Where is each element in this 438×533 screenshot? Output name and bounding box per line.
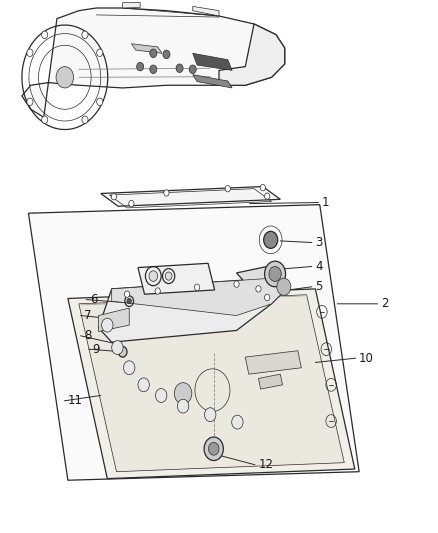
Text: 8: 8 — [84, 329, 92, 342]
Circle shape — [124, 361, 135, 375]
Polygon shape — [193, 53, 232, 70]
Circle shape — [56, 67, 74, 88]
Polygon shape — [258, 374, 283, 389]
Circle shape — [149, 271, 158, 281]
Polygon shape — [138, 263, 215, 294]
Polygon shape — [101, 187, 280, 206]
Text: 10: 10 — [359, 352, 374, 365]
Circle shape — [260, 184, 265, 191]
Circle shape — [127, 298, 131, 304]
Text: 1: 1 — [322, 196, 329, 209]
Polygon shape — [219, 24, 285, 85]
Circle shape — [137, 62, 144, 71]
Polygon shape — [22, 8, 285, 117]
Polygon shape — [99, 308, 129, 332]
Text: 2: 2 — [381, 297, 389, 310]
Text: 5: 5 — [315, 280, 323, 293]
Circle shape — [177, 399, 189, 413]
Circle shape — [112, 341, 123, 354]
Circle shape — [42, 31, 48, 38]
Circle shape — [163, 50, 170, 59]
Text: 3: 3 — [315, 236, 323, 249]
Polygon shape — [68, 289, 355, 479]
Circle shape — [174, 383, 192, 404]
Circle shape — [155, 389, 167, 402]
Circle shape — [124, 291, 130, 297]
Circle shape — [27, 49, 33, 56]
Circle shape — [118, 346, 127, 357]
Circle shape — [165, 272, 172, 280]
Circle shape — [97, 49, 103, 56]
Polygon shape — [193, 6, 219, 16]
Circle shape — [82, 116, 88, 124]
Circle shape — [150, 49, 157, 58]
Circle shape — [176, 64, 183, 72]
Circle shape — [155, 288, 160, 294]
Polygon shape — [123, 3, 140, 8]
Circle shape — [265, 261, 286, 287]
Circle shape — [164, 190, 169, 196]
Circle shape — [232, 415, 243, 429]
Polygon shape — [99, 278, 285, 342]
Circle shape — [189, 65, 196, 74]
Text: 12: 12 — [258, 458, 273, 471]
Text: 6: 6 — [90, 293, 97, 306]
Circle shape — [97, 98, 103, 106]
Circle shape — [265, 294, 270, 301]
Text: 11: 11 — [68, 394, 83, 407]
Polygon shape — [79, 295, 344, 472]
Circle shape — [205, 408, 216, 422]
Circle shape — [129, 200, 134, 207]
Polygon shape — [237, 266, 280, 288]
Text: 7: 7 — [84, 309, 92, 322]
Circle shape — [264, 231, 278, 248]
Circle shape — [234, 281, 239, 287]
Polygon shape — [193, 75, 232, 88]
Circle shape — [102, 318, 113, 332]
Polygon shape — [245, 351, 301, 374]
Circle shape — [150, 65, 157, 74]
Circle shape — [256, 286, 261, 292]
Circle shape — [82, 31, 88, 38]
Polygon shape — [112, 278, 285, 316]
Circle shape — [42, 116, 48, 124]
Circle shape — [204, 437, 223, 461]
Circle shape — [269, 266, 281, 281]
Circle shape — [277, 278, 291, 295]
Text: 4: 4 — [315, 260, 323, 273]
Circle shape — [194, 284, 200, 290]
Text: 9: 9 — [92, 343, 99, 356]
Polygon shape — [28, 205, 359, 480]
Polygon shape — [131, 44, 162, 53]
Circle shape — [138, 378, 149, 392]
Circle shape — [27, 98, 33, 106]
Circle shape — [265, 193, 270, 199]
Circle shape — [111, 193, 117, 200]
Circle shape — [208, 442, 219, 455]
Circle shape — [225, 185, 230, 192]
